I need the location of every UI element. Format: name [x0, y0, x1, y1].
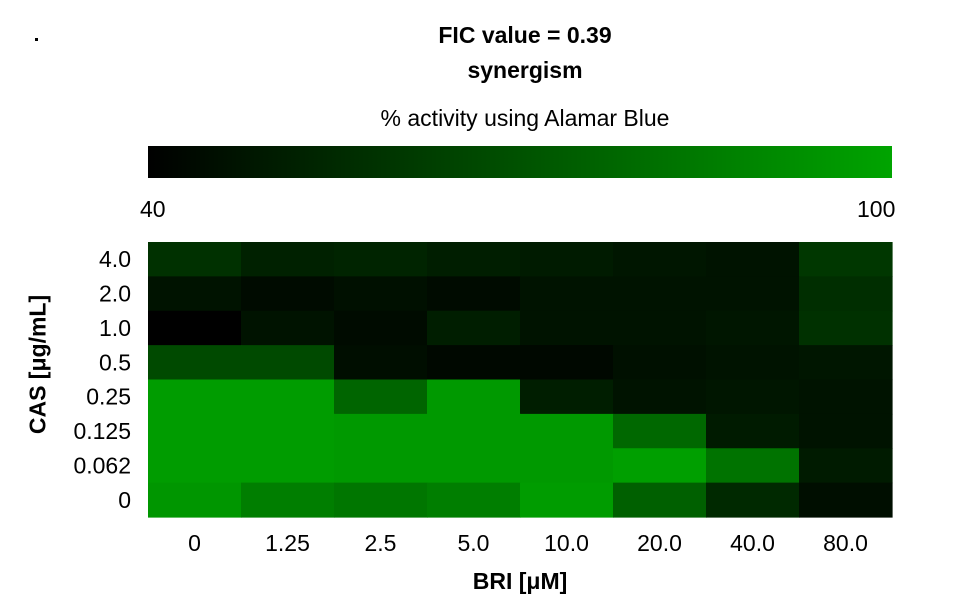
heatmap-cell [799, 482, 893, 518]
heatmap-cell [799, 310, 893, 346]
heatmap-cell [799, 345, 893, 381]
colorbar [148, 146, 892, 178]
heatmap-cell [613, 413, 707, 449]
chart-title: FIC value = 0.39 [438, 22, 612, 48]
heatmap-cell [241, 379, 335, 415]
heatmap-cell [706, 448, 800, 484]
heatmap-cell [427, 413, 521, 449]
y-tick-label: 0.125 [73, 418, 131, 444]
y-tick-label: 2.0 [99, 281, 131, 307]
y-axis-label: CAS [μg/mL] [24, 294, 51, 435]
heatmap-cell [799, 242, 893, 277]
heatmap-cell [427, 482, 521, 518]
heatmap-cell [241, 276, 335, 312]
x-tick-label: 10.0 [544, 530, 589, 556]
heatmap-cell [799, 379, 893, 415]
heatmap-cell [148, 276, 242, 312]
heatmap-cell [148, 448, 242, 484]
heatmap-cell [520, 276, 614, 312]
heatmap-cell [706, 413, 800, 449]
heatmap-cell [799, 276, 893, 312]
heatmap-cell [334, 448, 428, 484]
heatmap-cell [148, 482, 242, 518]
heatmap-cell [148, 379, 242, 415]
heatmap-cell [613, 482, 707, 518]
stray-dot [35, 38, 38, 41]
x-tick-label: 80.0 [823, 530, 868, 556]
heatmap-cell [613, 345, 707, 381]
heatmap-cell [334, 276, 428, 312]
heatmap-cell [241, 242, 335, 277]
colorbar-label: % activity using Alamar Blue [380, 105, 670, 131]
heatmap-cell [799, 413, 893, 449]
heatmap-cell [520, 482, 614, 518]
heatmap-cell [334, 379, 428, 415]
heatmap-cell [241, 413, 335, 449]
heatmap-cell [706, 242, 800, 277]
x-tick-label: 2.5 [365, 530, 397, 556]
heatmap-cell [148, 310, 242, 346]
x-tick-label: 1.25 [265, 530, 310, 556]
y-tick-label: 4.0 [99, 246, 131, 272]
heatmap-cell [148, 413, 242, 449]
y-tick-label: 0.5 [99, 349, 131, 375]
heatmap-cell [613, 242, 707, 277]
y-tick-label: 0.062 [73, 452, 131, 478]
heatmap-cell [613, 379, 707, 415]
heatmap-cell [706, 276, 800, 312]
heatmap-cell [334, 413, 428, 449]
heatmap-cell [241, 448, 335, 484]
heatmap-cell [613, 448, 707, 484]
heatmap-cell [520, 242, 614, 277]
chart-subtitle: synergism [467, 57, 583, 83]
heatmap-cell [520, 379, 614, 415]
heatmap-cell [427, 379, 521, 415]
x-tick-label: 20.0 [637, 530, 682, 556]
heatmap-cell [706, 482, 800, 518]
heatmap-cell [241, 345, 335, 381]
x-tick-label: 5.0 [458, 530, 490, 556]
heatmap-cell [241, 482, 335, 518]
x-axis-label: BRI [μM] [472, 568, 568, 594]
heatmap-cell [520, 310, 614, 346]
heatmap-cell [427, 242, 521, 277]
heatmap-cell [520, 448, 614, 484]
y-tick-label: 0 [118, 487, 131, 513]
heatmap-cell [520, 345, 614, 381]
heatmap-cell [427, 345, 521, 381]
colorbar-max-label: 100 [857, 196, 896, 222]
heatmap-cell [334, 345, 428, 381]
heatmap-cell [613, 276, 707, 312]
heatmap-cell [334, 242, 428, 277]
heatmap-cell [799, 448, 893, 484]
heatmap-cell [706, 379, 800, 415]
x-tick-label: 40.0 [730, 530, 775, 556]
colorbar-min-label: 40 [140, 196, 166, 222]
x-tick-label: 0 [188, 530, 201, 556]
heatmap-cell [427, 310, 521, 346]
heatmap-cell [148, 345, 242, 381]
heatmap-cell [334, 310, 428, 346]
heatmap-cell [706, 310, 800, 346]
heatmap-cell [427, 276, 521, 312]
heatmap-cell [427, 448, 521, 484]
y-tick-label: 1.0 [99, 315, 131, 341]
heatmap-cell [241, 310, 335, 346]
heatmap-cell [613, 310, 707, 346]
heatmap-cell [520, 413, 614, 449]
y-tick-label: 0.25 [86, 384, 131, 410]
heatmap-cell [334, 482, 428, 518]
heatmap-cell [148, 242, 242, 277]
heatmap-cell [706, 345, 800, 381]
